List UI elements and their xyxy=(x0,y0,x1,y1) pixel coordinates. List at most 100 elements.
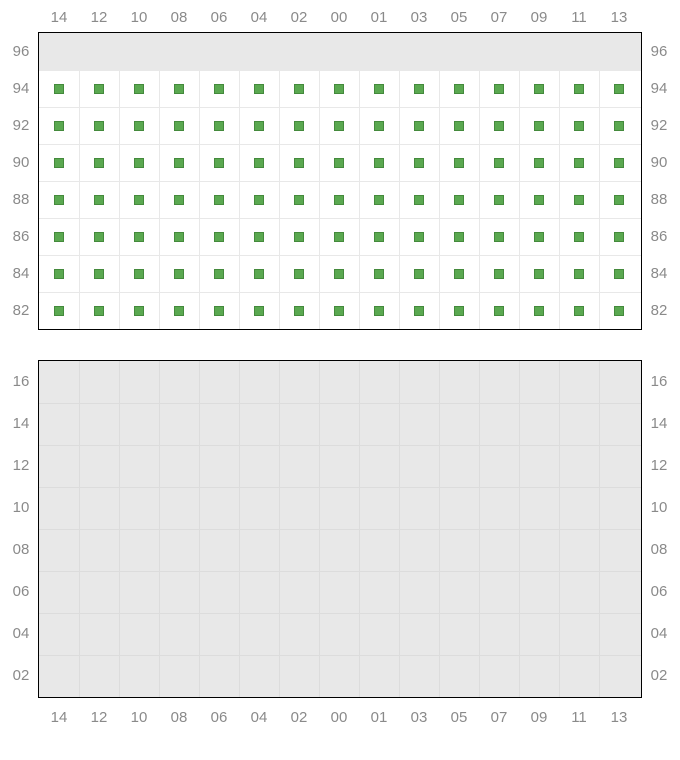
slot-marker[interactable] xyxy=(334,121,344,131)
slot-marker[interactable] xyxy=(334,306,344,316)
slot-marker[interactable] xyxy=(254,306,264,316)
slot-marker[interactable] xyxy=(294,121,304,131)
slot-marker[interactable] xyxy=(54,195,64,205)
slot-marker[interactable] xyxy=(534,121,544,131)
slot-marker[interactable] xyxy=(214,269,224,279)
slot-marker[interactable] xyxy=(414,195,424,205)
slot-marker[interactable] xyxy=(54,306,64,316)
slot-marker[interactable] xyxy=(334,269,344,279)
slot-marker[interactable] xyxy=(54,232,64,242)
slot-marker[interactable] xyxy=(134,195,144,205)
slot-marker[interactable] xyxy=(334,84,344,94)
slot-marker[interactable] xyxy=(374,269,384,279)
slot-marker[interactable] xyxy=(454,232,464,242)
slot-marker[interactable] xyxy=(134,121,144,131)
slot-marker[interactable] xyxy=(174,121,184,131)
slot-marker[interactable] xyxy=(214,232,224,242)
slot-marker[interactable] xyxy=(94,195,104,205)
slot-marker[interactable] xyxy=(374,195,384,205)
slot-marker[interactable] xyxy=(494,84,504,94)
slot-marker[interactable] xyxy=(94,84,104,94)
slot-marker[interactable] xyxy=(374,232,384,242)
slot-marker[interactable] xyxy=(414,84,424,94)
slot-marker[interactable] xyxy=(254,84,264,94)
slot-marker[interactable] xyxy=(574,121,584,131)
slot-marker[interactable] xyxy=(294,306,304,316)
slot-marker[interactable] xyxy=(134,84,144,94)
slot-marker[interactable] xyxy=(614,306,624,316)
slot-marker[interactable] xyxy=(374,306,384,316)
slot-marker[interactable] xyxy=(614,195,624,205)
slot-marker[interactable] xyxy=(254,195,264,205)
slot-marker[interactable] xyxy=(174,232,184,242)
slot-marker[interactable] xyxy=(294,158,304,168)
slot-marker[interactable] xyxy=(254,232,264,242)
slot-marker[interactable] xyxy=(534,158,544,168)
slot-marker[interactable] xyxy=(174,306,184,316)
slot-marker[interactable] xyxy=(454,84,464,94)
slot-marker[interactable] xyxy=(614,232,624,242)
slot-marker[interactable] xyxy=(254,121,264,131)
slot-marker[interactable] xyxy=(374,158,384,168)
slot-marker[interactable] xyxy=(494,121,504,131)
slot-marker[interactable] xyxy=(534,306,544,316)
slot-marker[interactable] xyxy=(574,84,584,94)
slot-marker[interactable] xyxy=(54,269,64,279)
slot-marker[interactable] xyxy=(574,232,584,242)
slot-marker[interactable] xyxy=(214,121,224,131)
slot-marker[interactable] xyxy=(214,158,224,168)
slot-marker[interactable] xyxy=(574,158,584,168)
slot-marker[interactable] xyxy=(614,158,624,168)
slot-marker[interactable] xyxy=(54,158,64,168)
slot-marker[interactable] xyxy=(454,121,464,131)
slot-marker[interactable] xyxy=(414,121,424,131)
slot-marker[interactable] xyxy=(534,269,544,279)
slot-marker[interactable] xyxy=(494,195,504,205)
slot-marker[interactable] xyxy=(294,269,304,279)
slot-marker[interactable] xyxy=(614,269,624,279)
slot-marker[interactable] xyxy=(174,158,184,168)
slot-marker[interactable] xyxy=(214,195,224,205)
slot-marker[interactable] xyxy=(94,232,104,242)
slot-marker[interactable] xyxy=(614,121,624,131)
slot-marker[interactable] xyxy=(134,269,144,279)
slot-marker[interactable] xyxy=(134,232,144,242)
slot-marker[interactable] xyxy=(454,195,464,205)
slot-marker[interactable] xyxy=(374,121,384,131)
slot-marker[interactable] xyxy=(294,232,304,242)
slot-marker[interactable] xyxy=(414,232,424,242)
slot-marker[interactable] xyxy=(414,269,424,279)
slot-marker[interactable] xyxy=(494,158,504,168)
slot-marker[interactable] xyxy=(174,195,184,205)
slot-marker[interactable] xyxy=(454,158,464,168)
slot-marker[interactable] xyxy=(574,269,584,279)
slot-marker[interactable] xyxy=(174,84,184,94)
slot-marker[interactable] xyxy=(334,158,344,168)
slot-marker[interactable] xyxy=(334,195,344,205)
slot-marker[interactable] xyxy=(574,195,584,205)
slot-marker[interactable] xyxy=(254,269,264,279)
slot-marker[interactable] xyxy=(614,84,624,94)
slot-marker[interactable] xyxy=(134,158,144,168)
slot-marker[interactable] xyxy=(54,121,64,131)
slot-marker[interactable] xyxy=(494,232,504,242)
slot-marker[interactable] xyxy=(134,306,144,316)
slot-marker[interactable] xyxy=(414,158,424,168)
slot-marker[interactable] xyxy=(94,269,104,279)
slot-marker[interactable] xyxy=(214,84,224,94)
slot-marker[interactable] xyxy=(534,84,544,94)
slot-marker[interactable] xyxy=(94,121,104,131)
slot-marker[interactable] xyxy=(414,306,424,316)
slot-marker[interactable] xyxy=(454,269,464,279)
slot-marker[interactable] xyxy=(94,158,104,168)
slot-marker[interactable] xyxy=(174,269,184,279)
slot-marker[interactable] xyxy=(494,269,504,279)
slot-marker[interactable] xyxy=(574,306,584,316)
slot-marker[interactable] xyxy=(94,306,104,316)
slot-marker[interactable] xyxy=(254,158,264,168)
slot-marker[interactable] xyxy=(294,195,304,205)
slot-marker[interactable] xyxy=(374,84,384,94)
slot-marker[interactable] xyxy=(294,84,304,94)
slot-marker[interactable] xyxy=(494,306,504,316)
slot-marker[interactable] xyxy=(334,232,344,242)
